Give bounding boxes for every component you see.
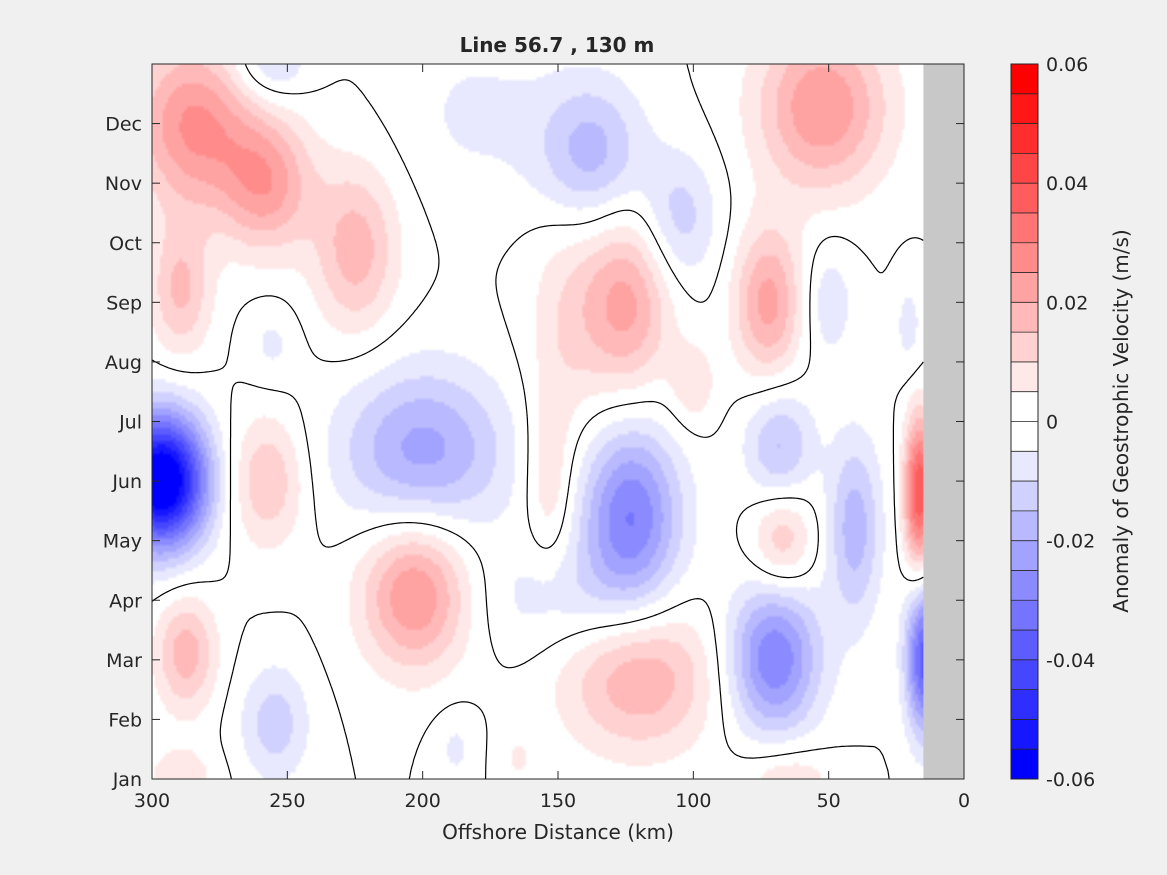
colorbar-swatch — [1011, 689, 1038, 720]
colorbar-swatch — [1011, 153, 1038, 184]
colorbar-swatch — [1011, 451, 1038, 482]
colorbar-swatch — [1011, 361, 1038, 393]
colorbar-swatch — [1011, 600, 1038, 631]
y-tick-label: Sep — [106, 292, 142, 314]
plot-border — [151, 63, 965, 780]
x-tick-label: 50 — [817, 790, 841, 812]
x-tick-label: 300 — [134, 790, 170, 812]
y-tick-label: Jun — [111, 471, 142, 493]
colorbar-tick-label: 0.02 — [1046, 292, 1088, 314]
y-tick-label: Oct — [109, 233, 142, 255]
y-tick-label: Mar — [106, 650, 142, 672]
colorbar-swatch — [1011, 123, 1038, 154]
colorbar-swatch — [1011, 391, 1038, 422]
colorbar-swatch — [1011, 272, 1038, 303]
y-tick-label: May — [103, 531, 142, 553]
y-tick-label: Nov — [105, 173, 142, 195]
velocity-anomaly-heatmap — [152, 64, 964, 779]
colorbar-swatch — [1011, 212, 1038, 244]
colorbar-swatch — [1011, 332, 1038, 363]
colorbar-swatch — [1011, 659, 1038, 691]
colorbar-swatch — [1011, 719, 1038, 750]
colorbar-swatch — [1011, 183, 1038, 214]
chart-title: Line 56.7 , 130 m — [460, 33, 655, 57]
y-tick-label: Feb — [108, 709, 142, 731]
colorbar-swatch — [1011, 481, 1038, 512]
colorbar-swatch — [1011, 64, 1038, 95]
colorbar-border — [1010, 63, 1039, 780]
zero-contour-line — [151, 63, 924, 780]
x-tick-label: 0 — [958, 790, 970, 812]
colorbar-tick-label: 0 — [1046, 412, 1058, 434]
colorbar-tick-label: -0.06 — [1046, 769, 1095, 791]
colorbar-swatch — [1011, 570, 1038, 601]
colorbar-swatches — [1011, 64, 1038, 780]
colorbar-tick-labels: 0.06 0.04 0.02 0 -0.02 -0.04 -0.06 — [1046, 54, 1095, 791]
colorbar-swatch — [1011, 242, 1038, 274]
plot-area — [151, 63, 965, 780]
y-tick-label: Aug — [105, 352, 142, 374]
colorbar-swatch — [1011, 510, 1038, 542]
colorbar-swatch — [1011, 749, 1038, 780]
x-tick-label: 250 — [269, 790, 305, 812]
y-tick-label: Jan — [112, 769, 142, 791]
x-tick-label: 200 — [405, 790, 441, 812]
colorbar-swatch — [1011, 630, 1038, 661]
y-tick-label: Dec — [105, 114, 142, 136]
colorbar: 0.06 0.04 0.02 0 -0.02 -0.04 -0.06 Anomaly of … — [1010, 54, 1133, 791]
y-tick-label: Apr — [109, 590, 142, 612]
colorbar-swatch — [1011, 302, 1038, 333]
y-tick-label: Jul — [118, 412, 142, 434]
colorbar-swatch — [1011, 540, 1038, 571]
x-axis-label: Offshore Distance (km) — [442, 820, 674, 844]
colorbar-tick-label: 0.06 — [1046, 54, 1088, 76]
colorbar-label: Anomaly of Geostrophic Velocity (m/s) — [1109, 229, 1133, 612]
colorbar-tick-label: -0.04 — [1046, 650, 1095, 672]
x-axis-tick-labels: 300 250 200 150 100 50 0 — [134, 790, 970, 812]
y-axis-tick-labels: Jan Feb Mar Apr May Jun Jul Aug Sep Oct Nov Dec — [103, 114, 142, 791]
x-tick-label: 150 — [540, 790, 576, 812]
colorbar-tick-label: -0.02 — [1046, 531, 1095, 553]
colorbar-tick-label: 0.04 — [1046, 173, 1088, 195]
x-tick-label: 100 — [675, 790, 711, 812]
colorbar-swatch — [1011, 93, 1038, 125]
colorbar-swatch — [1011, 421, 1038, 452]
